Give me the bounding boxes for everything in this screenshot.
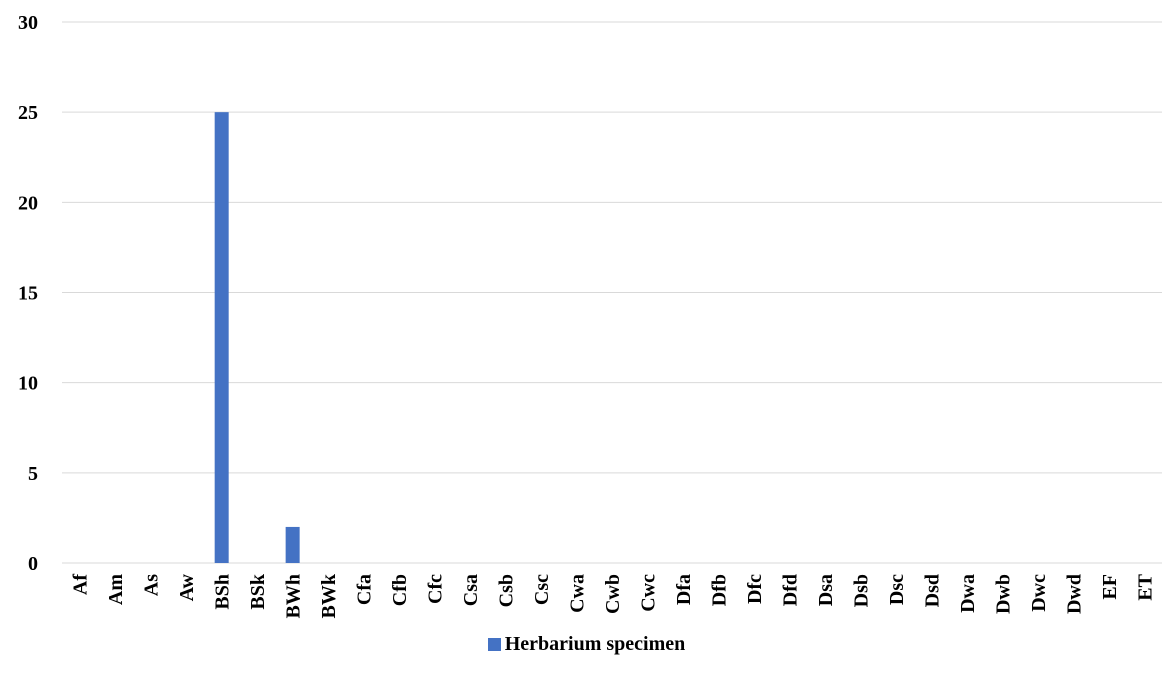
x-tick-label: Dwd <box>1063 574 1085 614</box>
y-tick-label: 15 <box>18 283 38 305</box>
x-tick-label: Csb <box>496 574 518 607</box>
y-tick-label: 10 <box>18 373 38 395</box>
x-tick-label: Cwa <box>567 574 589 613</box>
x-tick-label: Dsd <box>921 574 943 607</box>
legend-label: Herbarium specimen <box>504 633 686 655</box>
y-tick-label: 20 <box>18 192 38 214</box>
x-axis-ticks: Af Am As Aw BSh BSk BWh BWk Cfa Cfb Cfc Csa Csb Csc Cw… <box>70 573 1157 618</box>
x-tick-label: Dwc <box>1028 574 1050 612</box>
x-tick-label: Dfd <box>779 574 801 606</box>
x-tick-label: Cwc <box>637 574 659 612</box>
x-tick-label: Dfc <box>744 574 766 604</box>
bar-chart: 0 5 10 15 20 25 30 Af Am As Aw BSh BSk BWh BWk Cfa Cfb C… <box>18 12 1162 618</box>
x-tick-label: Am <box>105 574 127 605</box>
bars <box>214 112 300 564</box>
x-tick-label: Dsa <box>815 574 837 606</box>
x-tick-label: Dsb <box>850 574 872 607</box>
legend-swatch <box>487 638 501 651</box>
y-tick-label: 0 <box>28 553 38 575</box>
bar-bwh <box>285 526 300 563</box>
x-tick-label: Dfa <box>673 574 695 605</box>
y-tick-label: 30 <box>18 12 38 34</box>
x-tick-label: Dsc <box>886 574 908 605</box>
y-axis-ticks: 0 5 10 15 20 25 30 <box>18 12 38 575</box>
x-tick-label: Dwb <box>992 574 1014 614</box>
x-tick-label: Cfb <box>389 574 411 606</box>
y-tick-label: 25 <box>18 102 38 124</box>
x-tick-label: Cfa <box>354 574 376 605</box>
x-tick-label: Dwa <box>957 574 979 613</box>
x-tick-label: Csa <box>460 574 482 606</box>
gridlines <box>62 21 1162 564</box>
x-tick-label: Af <box>70 574 92 595</box>
x-tick-label: Cfc <box>425 574 447 604</box>
x-tick-label: BSh <box>212 574 234 610</box>
bar-bsh <box>214 112 229 564</box>
x-tick-label: BWk <box>318 573 340 618</box>
x-tick-label: Csc <box>531 574 553 605</box>
x-tick-label: As <box>141 574 163 596</box>
x-tick-label: Aw <box>176 573 198 601</box>
legend: Herbarium specimen <box>0 633 1173 656</box>
y-tick-label: 5 <box>28 463 38 485</box>
x-tick-label: Cwb <box>602 574 624 614</box>
x-tick-label: BWh <box>283 574 305 618</box>
x-tick-label: Dfb <box>708 574 730 606</box>
x-tick-label: EF <box>1099 574 1121 600</box>
x-tick-label: ET <box>1134 573 1156 600</box>
x-tick-label: BSk <box>247 573 269 609</box>
